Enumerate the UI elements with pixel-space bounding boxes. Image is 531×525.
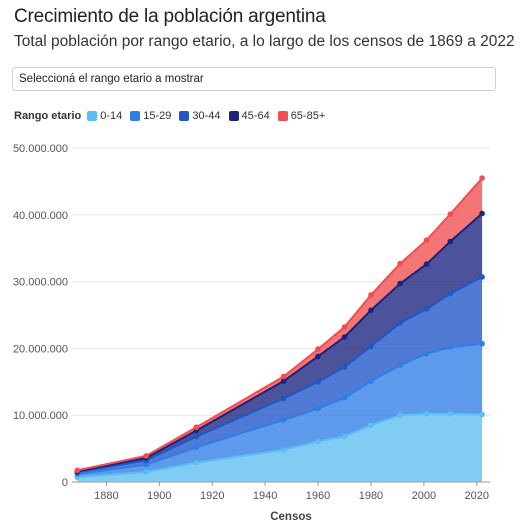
area-layers [77,178,483,482]
legend-item-65-85+[interactable]: 65-85+ [277,110,326,122]
point-0-14 [479,411,485,418]
legend-swatch [179,111,190,121]
point-30-44 [447,290,454,297]
x-tick-label: 1900 [147,490,171,502]
point-45-64 [315,353,321,360]
x-tick-label: 1940 [253,490,277,502]
point-65-85+ [423,237,430,243]
point-15-29 [447,344,454,350]
y-tick-label: 30.000.000 [13,277,68,289]
point-45-64 [341,334,348,340]
y-tick-label: 20.000.000 [13,343,68,355]
legend-label: 15-29 [143,110,172,122]
legend-label: 65-85+ [290,110,326,122]
x-tick-label: 1960 [306,490,330,502]
legend-item-0-14[interactable]: 0-14 [87,110,122,122]
y-tick-label: 40.000.000 [13,210,68,222]
legend-label: 45-64 [241,110,270,122]
point-0-14 [397,412,403,419]
legend: Rango etario 0-14 15-29 30-44 45-64 65-85+ [14,110,333,122]
point-45-64 [423,261,430,268]
point-15-29 [368,378,374,384]
x-axis-title: Censos [270,511,312,523]
y-tick-label: 50.000.000 [13,143,68,155]
point-15-29 [423,350,430,357]
point-45-64 [447,238,454,245]
point-30-44 [479,274,485,280]
point-30-44 [315,379,321,385]
x-tick-label: 2020 [465,490,489,502]
point-0-14 [423,411,430,417]
x-tick-label: 1880 [94,490,118,502]
legend-item-15-29[interactable]: 15-29 [130,110,171,122]
point-0-14 [341,433,348,440]
point-65-85+ [315,346,321,352]
point-15-29 [193,444,200,451]
point-45-64 [368,307,374,314]
y-tick-label: 10.000.000 [13,410,68,422]
point-15-29 [479,340,485,347]
x-tick-label: 1920 [200,490,224,502]
point-65-85+ [74,467,81,474]
legend-item-45-64[interactable]: 45-64 [228,110,270,122]
point-0-14 [193,459,200,466]
legend-swatch [228,111,239,121]
point-0-14 [368,422,374,429]
point-15-29 [143,461,149,468]
point-30-44 [280,395,287,402]
chart-title: Crecimiento de la población argentina [14,6,326,27]
point-65-85+ [397,260,403,267]
legend-title: Rango etario [14,110,82,122]
point-15-29 [341,395,348,401]
legend-swatch [130,111,141,121]
legend-item-30-44[interactable]: 30-44 [179,110,221,122]
area-0-14 [77,413,483,482]
age-range-selector[interactable]: Seleccioná el rango etario a mostrar [12,67,496,91]
point-45-64 [479,210,485,217]
point-15-29 [315,405,321,412]
x-tick-label: 1980 [359,490,383,502]
point-45-64 [280,378,287,384]
legend-swatch [87,111,98,121]
legend-swatch [277,111,288,121]
point-65-85+ [280,373,287,380]
point-15-29 [280,417,287,423]
age-range-selector-label: Seleccioná el rango etario a mostrar [19,73,204,85]
point-30-44 [423,306,430,312]
series-lines [74,175,485,481]
point-65-85+ [368,292,374,298]
point-30-44 [397,320,403,326]
legend-label: 30-44 [192,110,221,122]
point-30-44 [368,343,374,350]
point-0-14 [315,438,321,445]
chart-subtitle: Total población por rango etario, a lo l… [14,33,515,50]
point-65-85+ [193,424,200,431]
point-65-85+ [143,453,149,459]
point-45-64 [397,280,403,287]
point-0-14 [447,411,454,417]
point-0-14 [143,469,149,475]
point-65-85+ [447,211,454,217]
legend-label: 0-14 [100,110,123,122]
area-15-29 [77,343,483,478]
point-0-14 [280,447,287,453]
point-15-29 [397,362,403,368]
x-tick-label: 2000 [412,490,436,502]
point-65-85+ [341,324,348,330]
point-65-85+ [479,175,485,181]
point-30-44 [341,364,348,370]
point-30-44 [193,433,200,440]
y-tick-label: 0 [62,477,68,489]
